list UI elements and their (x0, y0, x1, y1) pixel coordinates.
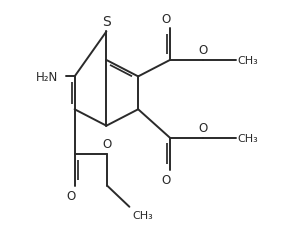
Text: CH₃: CH₃ (238, 133, 259, 143)
Text: S: S (102, 15, 111, 29)
Text: O: O (162, 13, 171, 26)
Text: CH₃: CH₃ (238, 56, 259, 66)
Text: O: O (66, 189, 76, 202)
Text: O: O (103, 138, 112, 151)
Text: CH₃: CH₃ (132, 209, 153, 220)
Text: O: O (198, 44, 207, 57)
Text: O: O (198, 121, 207, 134)
Text: H₂N: H₂N (36, 71, 58, 83)
Text: O: O (162, 173, 171, 186)
